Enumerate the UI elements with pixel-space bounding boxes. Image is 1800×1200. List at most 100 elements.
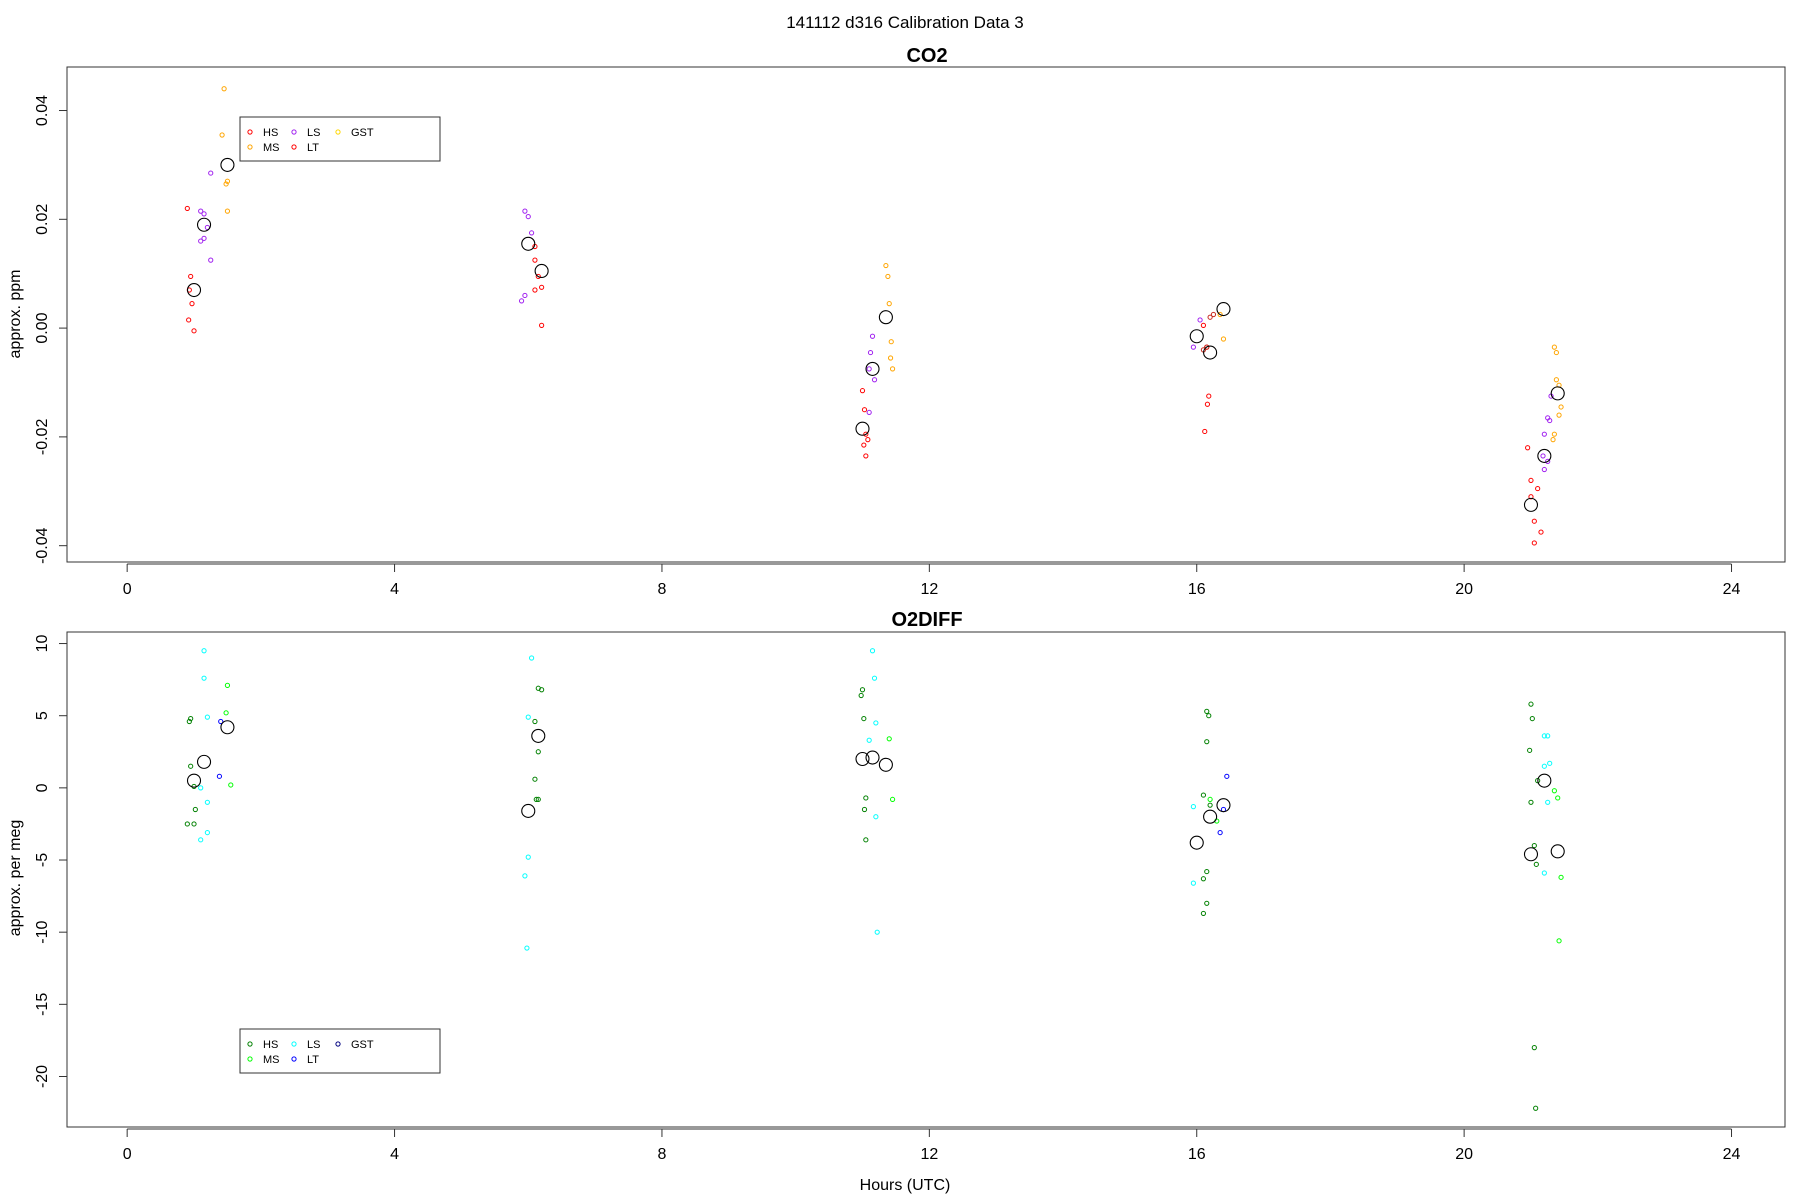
- co2-point-ls: [867, 349, 874, 356]
- o2diff-point-hs: [535, 796, 541, 803]
- o2diff-legend-key-ls: [291, 1041, 297, 1047]
- co2-point-ls: [1547, 417, 1553, 424]
- o2diff-point-ms: [1555, 795, 1561, 801]
- o2diff-point-hs: [1528, 799, 1534, 805]
- o2diff-x-axis: 0 4 8 12 16 20 24: [123, 1128, 1741, 1163]
- co2-x-tick-label: 0: [123, 581, 132, 598]
- o2diff-point-ls: [1545, 733, 1551, 739]
- o2diff-point-hs: [1200, 910, 1207, 917]
- o2diff-mean-marker: [531, 728, 546, 743]
- o2diff-panel: O2DIFF approx. per meg -20 -15 -10 -5 0 5 10 0…: [7, 609, 1786, 1163]
- co2-point-ms: [221, 86, 227, 92]
- o2diff-y-tick-label: -10: [34, 921, 51, 944]
- o2diff-point-ls: [204, 714, 210, 720]
- co2-point-ls: [1545, 458, 1551, 464]
- co2-legend-label-hs: HS: [263, 127, 278, 139]
- o2diff-point-ls: [198, 837, 204, 843]
- co2-point-hs: [191, 328, 197, 334]
- co2-point-hs: [863, 431, 869, 437]
- co2-mean-marker: [534, 263, 549, 279]
- o2diff-point-hs: [863, 795, 869, 801]
- o2diff-legend-label-lt: LT: [307, 1054, 319, 1066]
- o2diff-point-hs: [532, 718, 538, 725]
- o2diff-point-ls: [873, 720, 879, 726]
- co2-point-hs: [184, 205, 190, 212]
- co2-mean-marker: [1203, 345, 1218, 360]
- co2-point-ms: [219, 132, 225, 138]
- co2-x-axis: 0 4 8 12 16 20 24: [123, 563, 1741, 598]
- co2-point-ms: [223, 181, 229, 187]
- o2diff-point-hs: [1204, 900, 1210, 906]
- co2-mean-marker: [196, 217, 212, 232]
- co2-point-ms: [224, 178, 231, 184]
- co2-point-hs: [532, 257, 538, 263]
- x-axis-label: Hours (UTC): [860, 1177, 951, 1194]
- o2diff-point-ls: [874, 929, 880, 935]
- co2-legend: HS MS LS LT GST: [239, 116, 441, 162]
- o2diff-point-hs: [1533, 861, 1539, 867]
- o2diff-legend-key-gst: [335, 1041, 341, 1047]
- o2diff-point-hs: [863, 837, 869, 843]
- o2diff-point-hs: [1200, 792, 1207, 798]
- co2-point-ls: [208, 170, 214, 176]
- co2-point-hs: [1531, 540, 1537, 546]
- o2diff-point-ms: [1551, 788, 1557, 794]
- o2diff-legend-label-hs: HS: [263, 1039, 278, 1051]
- co2-point-lt: [1204, 344, 1210, 350]
- o2diff-point-ls: [525, 714, 531, 720]
- co2-point-hs: [189, 301, 195, 307]
- o2diff-legend-key-lt: [291, 1056, 297, 1062]
- o2diff-mean-marker: [1537, 773, 1552, 788]
- co2-point-ms: [1556, 412, 1562, 418]
- o2diff-point-ms: [1556, 938, 1562, 944]
- co2-point-ls: [522, 292, 528, 299]
- o2diff-point-ls: [525, 854, 531, 860]
- co2-y-axis: -0.04 -0.02 0.00 0.02 0.04: [34, 95, 68, 564]
- o2diff-mean-marker: [186, 773, 202, 788]
- o2diff-point-ls: [528, 655, 535, 661]
- co2-legend-label-ls: LS: [307, 127, 320, 139]
- co2-x-tick-label: 8: [657, 581, 666, 598]
- co2-point-ms: [1551, 431, 1557, 437]
- o2diff-point-ls: [1547, 760, 1553, 766]
- o2diff-y-tick-label: -5: [34, 853, 51, 867]
- o2diff-point-ls: [1545, 799, 1551, 805]
- co2-x-tick-label: 20: [1455, 581, 1473, 598]
- o2diff-point-ls: [201, 648, 207, 654]
- co2-legend-key-ms: [247, 144, 253, 150]
- co2-point-ls: [522, 208, 528, 214]
- co2-point-hs: [532, 287, 538, 293]
- co2-y-tick-label: -0.04: [34, 527, 51, 564]
- o2diff-mean-marker: [1203, 809, 1218, 824]
- co2-point-hs: [1535, 485, 1541, 492]
- o2diff-point-ls: [201, 675, 207, 681]
- o2diff-point-hs: [861, 715, 867, 722]
- o2diff-point-ms: [889, 796, 896, 803]
- o2diff-point-hs: [1206, 713, 1212, 719]
- co2-point-ms: [888, 339, 894, 345]
- co2-legend-label-gst: GST: [351, 127, 374, 139]
- o2diff-mean-marker: [196, 754, 212, 769]
- co2-y-tick-label: 0.02: [34, 204, 51, 235]
- co2-point-ls: [869, 333, 876, 339]
- co2-point-ls: [1190, 344, 1196, 350]
- co2-point-ls: [1541, 466, 1547, 473]
- o2diff-point-hs: [1531, 1045, 1537, 1051]
- o2diff-mean-marker: [521, 803, 536, 819]
- o2diff-point-ls: [869, 648, 876, 654]
- o2diff-point-hs: [188, 763, 194, 769]
- o2diff-point-ms: [886, 736, 892, 742]
- o2diff-point-lt: [218, 718, 224, 725]
- co2-y-axis-label: approx. ppm: [7, 270, 24, 359]
- co2-point-ms: [887, 355, 894, 361]
- o2diff-mean-marker: [1550, 844, 1565, 859]
- o2diff-y-tick-label: 0: [34, 783, 51, 792]
- co2-point-ls: [866, 366, 872, 372]
- o2diff-x-tick-label: 4: [390, 1146, 399, 1163]
- co2-point-ls: [201, 211, 207, 217]
- co2-mean-marker: [220, 157, 235, 172]
- co2-mean-marker: [865, 361, 880, 376]
- co2-point-ls: [198, 208, 204, 214]
- o2diff-legend-box: [239, 1028, 441, 1074]
